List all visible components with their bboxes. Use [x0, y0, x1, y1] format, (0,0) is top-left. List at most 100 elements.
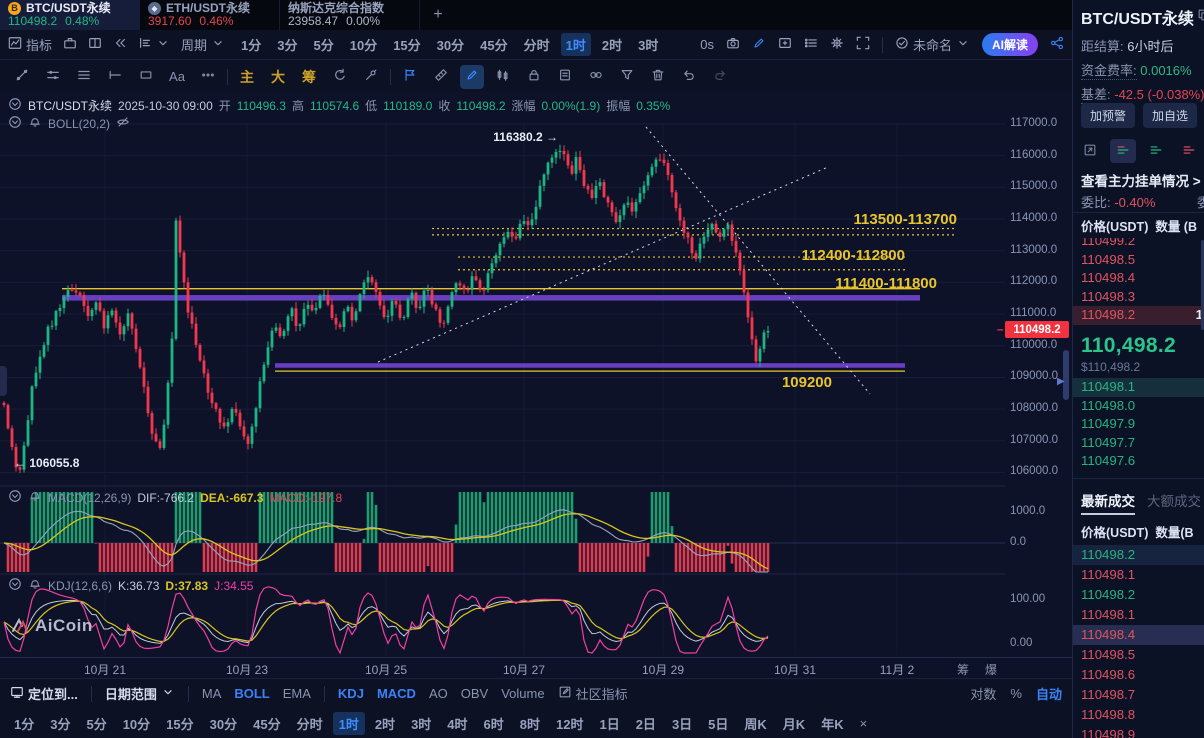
delete-tool[interactable] — [646, 65, 670, 89]
indicator-button[interactable]: 指标 — [8, 35, 52, 54]
percent-scale-toggle[interactable]: % — [1010, 686, 1022, 701]
timeframe-3分[interactable]: 3分 — [277, 38, 298, 53]
trade-row[interactable]: 110498.6 — [1081, 667, 1136, 682]
order-row[interactable]: 110497.6 — [1081, 453, 1136, 466]
timeframe-1时[interactable]: 1时 — [560, 33, 591, 56]
order-row[interactable]: 110499.2 — [1081, 238, 1136, 248]
order-row[interactable]: 110498.5 — [1081, 251, 1136, 267]
text-tool[interactable]: Aa — [169, 69, 185, 84]
link-tool[interactable] — [584, 65, 608, 89]
collapse-icon[interactable] — [8, 489, 22, 506]
flag-tool[interactable] — [398, 65, 422, 89]
timeframe-分时[interactable]: 分时 — [523, 38, 550, 53]
pattern-tool[interactable] — [491, 65, 515, 89]
tf-bottom-5分[interactable]: 5分 — [86, 716, 107, 732]
watchlist-button[interactable] — [804, 36, 818, 53]
trend-line-tool[interactable] — [10, 65, 34, 89]
trade-row[interactable]: 110498.5 — [1081, 647, 1136, 662]
tf-bottom-周K[interactable]: 周K — [744, 716, 767, 732]
lock-tool[interactable] — [522, 65, 546, 89]
order-row[interactable]: 110498.0 — [1081, 397, 1136, 413]
timeframe-2时[interactable]: 2时 — [601, 38, 623, 53]
ema-toggle[interactable]: EMA — [282, 686, 311, 701]
order-row[interactable]: 110498.3 — [1081, 288, 1136, 304]
tf-bottom-5日[interactable]: 5日 — [708, 716, 729, 732]
tf-bottom-3时[interactable]: 3时 — [411, 716, 432, 732]
tf-bottom-6时[interactable]: 6时 — [483, 716, 504, 732]
tf-bottom-年K[interactable]: 年K — [821, 716, 844, 732]
draw-pencil-tool[interactable] — [460, 64, 484, 89]
boll-toggle[interactable]: BOLL — [234, 686, 270, 701]
trade-row[interactable]: 110498.7 — [1081, 687, 1136, 702]
trade-row[interactable]: 110498.4 — [1073, 625, 1204, 645]
add-tab-button[interactable]: + — [433, 6, 443, 23]
tf-bottom-2日[interactable]: 2日 — [635, 716, 656, 732]
rewind-button[interactable] — [113, 36, 127, 53]
close-timeframe-bar-button[interactable]: × — [859, 715, 868, 731]
obv-toggle[interactable]: OBV — [460, 686, 489, 701]
main-overlay-button[interactable]: 主 — [240, 68, 254, 85]
popout-view-icon[interactable] — [1077, 139, 1103, 163]
tf-bottom-3日[interactable]: 3日 — [671, 716, 693, 732]
tf-bottom-45分[interactable]: 45分 — [253, 716, 281, 732]
date-range-button[interactable]: 日期范围 — [105, 684, 175, 703]
trade-row[interactable]: 110498.2 — [1081, 587, 1136, 602]
trade-row[interactable]: 110498.8 — [1081, 707, 1136, 722]
timeframe-10分[interactable]: 10分 — [349, 38, 378, 53]
horizontal-lines-tool[interactable] — [72, 65, 96, 89]
collapse-icon[interactable] — [8, 115, 22, 132]
rectangle-tool[interactable] — [134, 65, 158, 89]
fullscreen-button[interactable] — [856, 36, 870, 53]
sidebar-scrollbar[interactable] — [1201, 240, 1204, 330]
undo-button[interactable] — [677, 65, 701, 89]
volume-toggle[interactable]: Volume — [501, 686, 545, 701]
layout-name-dropdown[interactable]: 未命名 — [895, 35, 970, 54]
settings-button[interactable] — [830, 36, 844, 53]
replay-tool[interactable] — [328, 65, 352, 89]
order-row[interactable]: 110498.1 — [1073, 378, 1204, 397]
order-row[interactable]: 110498.2 1 — [1073, 306, 1204, 325]
main-force-orders-link[interactable]: 查看主力挂单情况 > — [1081, 174, 1201, 189]
period-dropdown[interactable]: 周期 — [181, 35, 225, 54]
timeframe-30分[interactable]: 30分 — [436, 38, 465, 53]
more-tools[interactable] — [196, 65, 220, 89]
tab-large-trades[interactable]: 大额成交 — [1147, 494, 1201, 509]
trade-row[interactable]: 110498.9 — [1081, 727, 1136, 738]
locate-button[interactable]: 定位到... — [10, 684, 78, 703]
filter-tool[interactable] — [615, 65, 639, 89]
parallel-channel-tool[interactable] — [41, 65, 65, 89]
layout-button[interactable] — [88, 36, 102, 53]
tf-bottom-12时[interactable]: 12时 — [556, 716, 584, 732]
measure-tool[interactable] — [103, 65, 127, 89]
copy-icon[interactable] — [1191, 4, 1204, 28]
large-overlay-button[interactable]: 大 — [271, 68, 285, 85]
tf-bottom-10分[interactable]: 10分 — [122, 716, 151, 732]
note-tool[interactable] — [553, 65, 577, 89]
time-axis[interactable]: 10月 21 10月 23 10月 25 10月 27 10月 29 10月 31 11月 … — [0, 657, 1072, 678]
left-panel-handle[interactable] — [0, 366, 7, 396]
symbol-tab-nasdaq[interactable]: 纳斯达克综合指数 23958.47 0.00% — [280, 0, 420, 30]
timeframe-3时[interactable]: 3时 — [638, 38, 659, 53]
depth-buy-icon[interactable] — [1143, 139, 1169, 163]
order-row[interactable]: 110498.4 — [1081, 270, 1136, 285]
kdj-toggle[interactable]: KDJ — [337, 686, 364, 701]
symbol-tab-btc[interactable]: B BTC/USDT永续 110498.2 0.48% — [0, 0, 140, 30]
collapse-icon[interactable] — [8, 97, 22, 114]
brush-tool[interactable] — [359, 65, 383, 89]
volume-profile-button[interactable] — [138, 36, 170, 53]
chart-scrollbar[interactable] — [1063, 350, 1069, 400]
order-row[interactable]: 110497.9 — [1081, 416, 1136, 431]
timeframe-1分[interactable]: 1分 — [241, 38, 262, 53]
alert-bell-icon[interactable] — [28, 577, 42, 594]
tf-bottom-4时[interactable]: 4时 — [447, 716, 468, 732]
tf-bottom-1时[interactable]: 1时 — [332, 711, 365, 735]
axis-extra-button[interactable]: 筹 — [956, 663, 970, 677]
new-window-button[interactable] — [778, 36, 792, 53]
ai-analysis-button[interactable]: AI解读 — [981, 33, 1038, 56]
toolbox-button[interactable] — [63, 36, 77, 53]
tf-bottom-3分[interactable]: 3分 — [50, 716, 71, 732]
symbol-tab-eth[interactable]: ◆ ETH/USDT永续 3917.60 0.46% — [140, 0, 280, 30]
ao-toggle[interactable]: AO — [428, 686, 448, 701]
trade-row[interactable]: 110498.1 — [1081, 607, 1136, 622]
